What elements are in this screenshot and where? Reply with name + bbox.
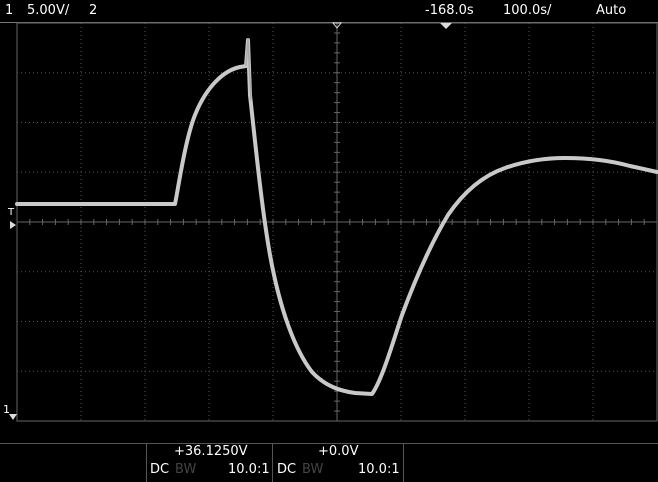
trigger-level-label: T [8,207,15,218]
waveform-trace [15,38,658,396]
ch1-bw-limit[interactable]: BW [175,462,197,477]
trigger-level-arrow-icon[interactable] [10,221,16,229]
ch1-coupling[interactable]: DC [150,462,170,477]
horizontal-delay[interactable]: -168.0s [425,3,474,18]
graticule-grid [16,22,658,422]
ch2-coupling[interactable]: DC [277,462,297,477]
divider [403,444,404,482]
ground-reference-arrow-icon[interactable] [9,414,17,420]
ch2-bw-limit[interactable]: BW [302,462,324,477]
ch2-offset[interactable]: +0.0V [318,444,359,459]
ch1-probe-ratio[interactable]: 10.0:1 [228,462,270,477]
channel2-number[interactable]: 2 [89,3,98,18]
channel-info-panel: +36.1250V +0.0V DC BW 10.0:1 DC BW 10.0:… [0,422,658,482]
divider [146,444,147,482]
delay-marker[interactable] [440,23,452,29]
ch2-probe-ratio[interactable]: 10.0:1 [358,462,400,477]
channel1-number[interactable]: 1 [5,3,14,18]
trigger-position-marker[interactable] [331,22,343,29]
timebase-scale[interactable]: 100.0s/ [503,3,552,18]
ground-marker-label: 1 [3,403,10,416]
trigger-mode[interactable]: Auto [596,3,627,18]
divider [272,444,273,482]
waveform-spike [245,37,252,101]
ch1-offset[interactable]: +36.1250V [174,444,248,459]
channel1-scale[interactable]: 5.00V/ [27,3,70,18]
divider [0,443,658,444]
